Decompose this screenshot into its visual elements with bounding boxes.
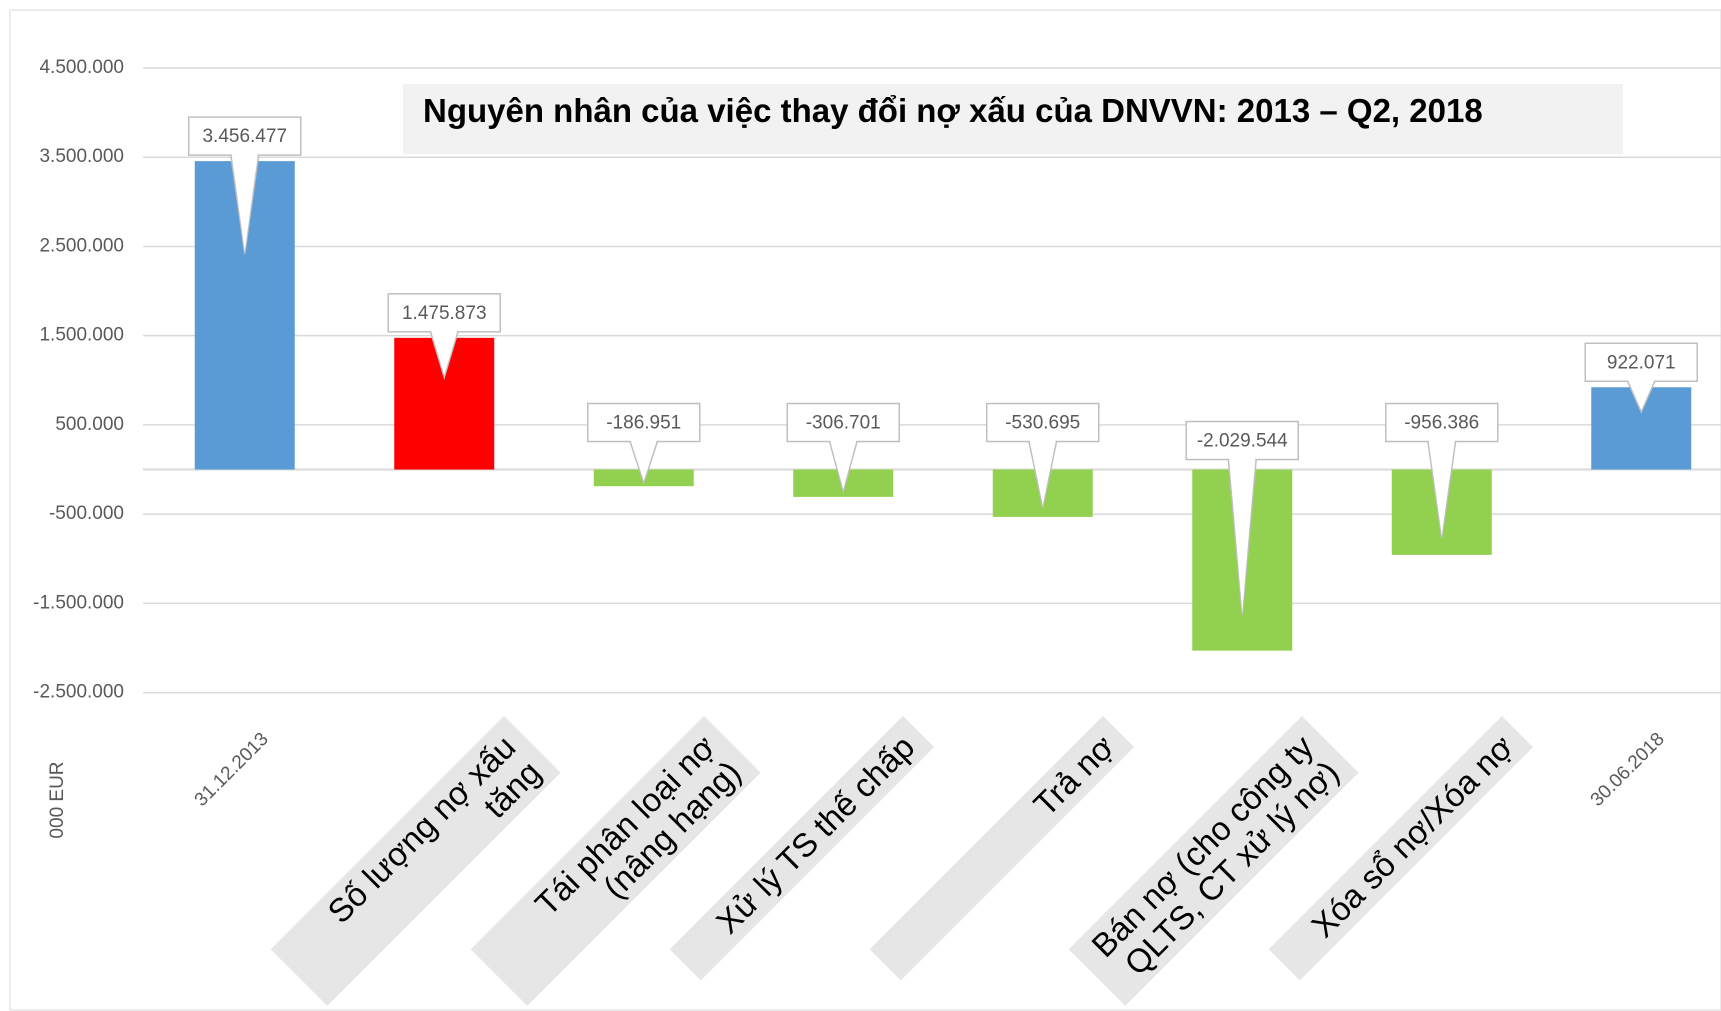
data-label: -306.701 [806,413,881,434]
y-tick-label: 3.500.000 [39,146,124,167]
callout-pointer-cover [431,330,458,376]
data-label: 3.456.477 [202,126,287,147]
y-tick-label: 500.000 [55,414,124,435]
data-label: 1.475.873 [402,303,487,324]
callout-pointer-cover [830,440,857,490]
callout-box [587,402,701,443]
callout-box [986,402,1100,443]
data-label: -956.386 [1404,413,1479,434]
callout-pointer-cover [1628,380,1655,410]
callout-box [387,293,501,333]
data-label: 922.071 [1607,352,1676,373]
chart-title: Nguyên nhân của việc thay đổi nợ xấu của… [403,84,1623,154]
callout-pointer-cover [231,154,258,252]
data-label: -2.029.544 [1197,431,1288,452]
data-label: -186.951 [606,413,681,434]
callout-pointer-cover [1029,440,1056,506]
y-tick-label: 1.500.000 [39,325,124,346]
callout-pointer-cover [1229,458,1256,613]
data-label: -530.695 [1005,413,1080,434]
callout-box [1385,402,1499,443]
y-tick-label: 2.500.000 [39,235,124,256]
callout-box [1584,342,1698,383]
chart-border [9,9,1721,1011]
callout-box [786,402,900,443]
callout-pointer-cover [630,440,657,481]
y-axis-label: 000 EUR [47,761,68,838]
y-tick-label: -500.000 [49,503,124,524]
y-tick-label: -1.500.000 [33,592,124,613]
callout-box [1185,420,1299,461]
callout-pointer-cover [1428,440,1455,536]
callout-box [188,116,302,156]
y-tick-label: 4.500.000 [39,57,124,78]
y-tick-label: -2.500.000 [33,682,124,703]
